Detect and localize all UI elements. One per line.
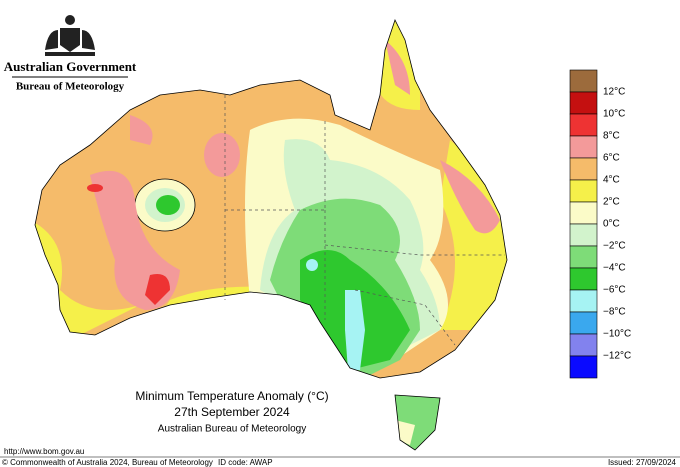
zone bbox=[145, 274, 170, 305]
legend-swatch bbox=[569, 355, 598, 379]
legend-label: −10°C bbox=[603, 329, 631, 340]
zone bbox=[156, 195, 180, 215]
legend-label: 0°C bbox=[603, 219, 620, 230]
zone bbox=[87, 184, 103, 192]
legend-swatch bbox=[569, 157, 598, 181]
legend-swatch bbox=[569, 69, 598, 93]
legend-swatch bbox=[569, 135, 598, 159]
title: Minimum Temperature Anomaly (°C) 27th Se… bbox=[135, 389, 328, 434]
legend-swatch bbox=[569, 223, 598, 247]
legend-label: −12°C bbox=[603, 351, 631, 362]
date-line: 27th September 2024 bbox=[174, 405, 290, 419]
legend-label: −6°C bbox=[603, 285, 626, 296]
government: Australian Government bbox=[4, 59, 137, 74]
id-code: ID code: AWAP bbox=[218, 458, 273, 467]
legend-label: 12°C bbox=[603, 87, 625, 98]
legend-label: −4°C bbox=[603, 263, 626, 274]
legend: 12°C 10°C 8°C 6°C 4°C 2°C 0°C −2°C −4°C −6°C −8°C −… bbox=[569, 69, 631, 379]
legend-label: 8°C bbox=[603, 131, 620, 142]
agency: Bureau of Meteorology bbox=[16, 81, 125, 93]
legend-label: −8°C bbox=[603, 307, 626, 318]
zone bbox=[204, 133, 240, 177]
legend-label: 4°C bbox=[603, 175, 620, 186]
zone bbox=[306, 259, 318, 271]
legend-swatch bbox=[569, 201, 598, 225]
border bbox=[324, 244, 505, 256]
zone bbox=[345, 290, 365, 370]
coastline bbox=[34, 18, 508, 451]
legend-swatch bbox=[569, 333, 598, 357]
legend-swatch bbox=[569, 267, 598, 291]
zone bbox=[130, 115, 153, 145]
source-line: Australian Bureau of Meteorology bbox=[158, 424, 306, 435]
zone bbox=[440, 160, 500, 234]
legend-label: 2°C bbox=[603, 197, 620, 208]
zone bbox=[385, 40, 410, 95]
url: http://www.bom.gov.au bbox=[4, 447, 84, 456]
legend-swatch bbox=[569, 179, 598, 203]
legend-swatch bbox=[569, 91, 598, 115]
legend-label: 6°C bbox=[603, 153, 620, 164]
legend-swatch bbox=[569, 245, 598, 269]
legend-swatch bbox=[569, 289, 598, 313]
border bbox=[354, 289, 456, 346]
coat-of-arms bbox=[45, 15, 95, 56]
state-borders bbox=[224, 95, 505, 346]
legend-label: 10°C bbox=[603, 109, 625, 120]
header: Australian Government Bureau of Meteorol… bbox=[4, 15, 137, 93]
legend-label: −2°C bbox=[603, 241, 626, 252]
legend-swatch bbox=[569, 113, 598, 137]
issued: Issued: 27/09/2024 bbox=[608, 458, 677, 467]
title-line: Minimum Temperature Anomaly (°C) bbox=[135, 389, 328, 403]
footer: http://www.bom.gov.au © Commonwealth of … bbox=[0, 447, 680, 467]
copyright: © Commonwealth of Australia 2024, Bureau… bbox=[2, 458, 213, 467]
legend-swatch bbox=[569, 311, 598, 335]
